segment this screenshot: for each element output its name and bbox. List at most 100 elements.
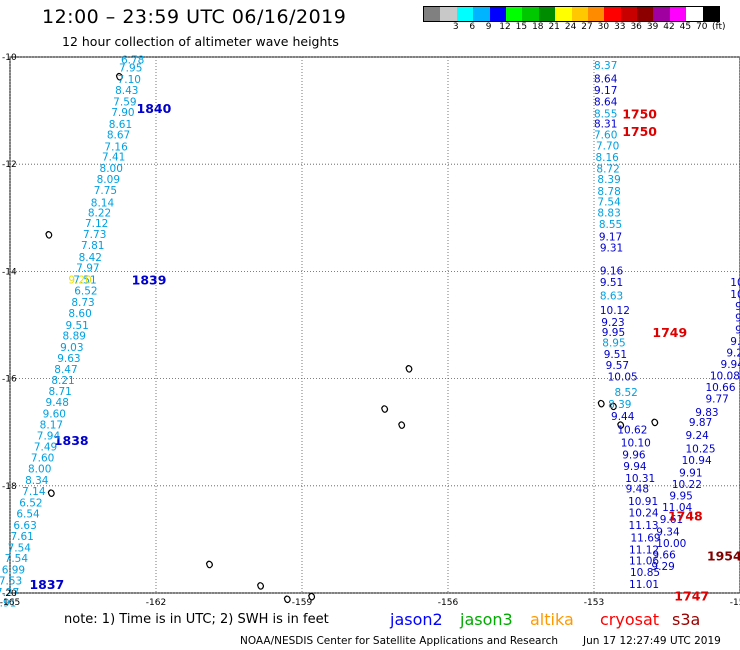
wave-height-value: 10.24 bbox=[629, 508, 659, 520]
legend-label: 33 bbox=[614, 22, 626, 32]
wave-height-value: 9.23 bbox=[601, 317, 624, 329]
wave-height-value: 7.73 bbox=[83, 229, 106, 241]
wave-height-value: 9.63 bbox=[730, 336, 740, 348]
footer-timestamp: Jun 17 12:27:49 UTC 2019 bbox=[583, 635, 721, 647]
wave-height-value: 8.09 bbox=[97, 174, 120, 186]
legend-swatch bbox=[686, 7, 703, 21]
wave-height-value: 8.64 bbox=[594, 73, 618, 85]
wave-height-value: 6.54 bbox=[16, 509, 40, 521]
wave-height-value: 7.51 bbox=[73, 274, 96, 286]
satellite-jason3: jason3 bbox=[460, 610, 513, 629]
island-outline bbox=[597, 399, 605, 408]
footer-credit: NOAA/NESDIS Center for Satellite Applica… bbox=[240, 635, 558, 647]
wave-height-value: 7.90 bbox=[111, 107, 134, 119]
satellite-altika: altika bbox=[530, 610, 574, 629]
lat-tick-label: -14 bbox=[2, 267, 17, 277]
wave-height-value: 7.91 bbox=[0, 598, 16, 610]
island-outline bbox=[283, 595, 291, 604]
wave-height-value: 7.95 bbox=[119, 63, 142, 75]
map-grid bbox=[9, 56, 740, 594]
wave-height-value: 10.62 bbox=[617, 425, 647, 437]
page-title: 12:00 – 23:59 UTC 06/16/2019 bbox=[42, 6, 347, 28]
legend-swatch bbox=[424, 7, 441, 21]
lon-tick-label: -162 bbox=[146, 598, 166, 608]
wave-height-value: 10.05 bbox=[608, 371, 638, 383]
pass-time-label: 1748 bbox=[668, 508, 703, 523]
wave-height-value: 8.31 bbox=[594, 118, 617, 130]
legend-label: 12 bbox=[499, 22, 511, 32]
island-outline bbox=[651, 418, 659, 427]
wave-height-value: 9.24 bbox=[685, 430, 709, 442]
satellite-cryosat: cryosat bbox=[600, 610, 660, 629]
wave-height-value: 8.00 bbox=[28, 464, 51, 476]
wave-height-value: 10.0 bbox=[730, 277, 740, 289]
wave-height-value: 9.91 bbox=[679, 467, 702, 479]
wave-height-value: 10.10 bbox=[621, 437, 651, 449]
legend-swatch bbox=[555, 7, 572, 21]
note-text: note: 1) Time is in UTC; 2) SWH is in fe… bbox=[64, 612, 329, 627]
wave-height-value: 9.34 bbox=[656, 526, 680, 538]
island-outline bbox=[205, 560, 213, 569]
wave-height-value: 9.42 bbox=[735, 301, 740, 313]
wave-height-value: 7.94 bbox=[37, 430, 61, 442]
wave-height-value: 7.49 bbox=[34, 442, 57, 454]
pass-time-label: 1839 bbox=[132, 272, 167, 287]
wave-height-value: 9.16 bbox=[600, 265, 624, 277]
island-outline bbox=[405, 365, 413, 373]
wave-height-value: 8.37 bbox=[594, 60, 617, 72]
wave-height-value: 9.96 bbox=[622, 450, 646, 462]
island-outline bbox=[609, 402, 617, 411]
wave-height-value: 10.0 bbox=[730, 289, 740, 301]
lat-tick-label: -18 bbox=[2, 482, 17, 492]
wave-height-value: 8.73 bbox=[71, 297, 94, 309]
legend-swatch bbox=[587, 7, 605, 21]
pass-time-label: 1838 bbox=[54, 433, 89, 448]
wave-height-value: 8.21 bbox=[51, 375, 74, 387]
wave-height-value: 7.54 bbox=[597, 197, 621, 209]
wave-height-value: 8.43 bbox=[115, 85, 138, 97]
lat-tick-label: -20 bbox=[2, 589, 17, 599]
wave-height-value: 6.52 bbox=[74, 286, 97, 298]
legend-label: 6 bbox=[469, 22, 476, 32]
wave-height-value: 7.27 bbox=[0, 587, 19, 599]
wave-height-value: 7.16 bbox=[104, 142, 128, 154]
wave-height-value: 8.34 bbox=[25, 475, 49, 487]
island-outline bbox=[47, 489, 55, 497]
wave-height-value: 9.94 bbox=[721, 359, 740, 371]
wave-height-value: 9.63 bbox=[57, 353, 80, 365]
wave-height-value: 11.04 bbox=[662, 502, 692, 514]
wave-height-value: 8.42 bbox=[79, 252, 102, 264]
legend-swatch bbox=[604, 7, 621, 21]
wave-height-value: 10.85 bbox=[630, 567, 660, 579]
wave-height-value: 9.66 bbox=[652, 549, 676, 561]
wave-height-value: 9.94 bbox=[623, 461, 647, 473]
legend-label: 24 bbox=[564, 22, 577, 32]
wave-height-value: 11.01 bbox=[629, 579, 659, 591]
wave-height-value: 10.91 bbox=[628, 496, 658, 508]
lon-tick-label: -153 bbox=[584, 598, 604, 608]
wave-height-value: 9.83 bbox=[695, 407, 718, 419]
wave-height-value: 7.10 bbox=[118, 74, 141, 86]
wave-height-value: 8.14 bbox=[91, 197, 115, 209]
legend-label: 30 bbox=[597, 22, 610, 32]
legend-swatch bbox=[522, 7, 539, 21]
legend-label: 9 bbox=[485, 22, 492, 32]
legend-swatch bbox=[653, 7, 670, 21]
legend-label: 45 bbox=[679, 22, 692, 32]
islands-layer bbox=[45, 72, 659, 604]
wave-height-value: 8.17 bbox=[40, 420, 63, 432]
wave-height-value: 9.51 bbox=[600, 277, 623, 289]
wave-height-value: 9.95 bbox=[602, 327, 625, 339]
wave-height-value: 9.51 bbox=[65, 320, 88, 332]
wave-height-value: 9.29 bbox=[651, 561, 674, 573]
wave-height-value: 10.12 bbox=[600, 305, 630, 317]
wave-height-value: 7.12 bbox=[85, 218, 108, 230]
island-outline bbox=[617, 421, 625, 429]
wave-height-value: 8.83 bbox=[597, 207, 620, 219]
wave-height-value: 7.54 bbox=[5, 553, 29, 565]
wave-height-value: 9.60 bbox=[43, 408, 66, 420]
wave-height-value: 8.55 bbox=[599, 219, 622, 231]
wave-height-value: 6.52 bbox=[19, 497, 42, 509]
wave-height-value: 9.26 bbox=[726, 347, 740, 359]
legend-label: 42 bbox=[663, 22, 675, 32]
